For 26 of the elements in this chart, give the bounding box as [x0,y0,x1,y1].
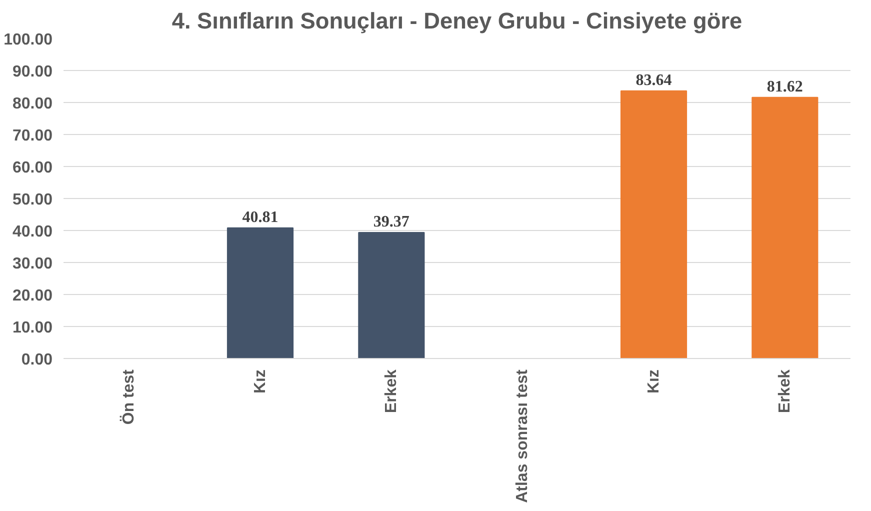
x-tick-label: Kız [645,370,662,394]
data-label: 83.64 [636,72,672,89]
y-tick-label: 40.00 [12,224,53,240]
x-tick-label: Erkek [382,369,400,414]
x-tick-label: Ön test [120,368,138,425]
y-tick-label: 70.00 [12,128,53,144]
x-tick-label: Kız [252,370,269,394]
data-label: 39.37 [373,214,410,231]
bar [358,232,425,358]
y-tick-label: 10.00 [12,320,53,336]
y-tick-label: 100.00 [4,32,53,48]
bar [620,90,688,358]
x-tick-label: Erkek [776,369,794,414]
y-tick-label: 90.00 [12,64,53,80]
y-tick-label: 80.00 [12,96,53,112]
bar [226,227,294,358]
y-tick-label: 30.00 [12,256,53,272]
y-tick-label: 0.00 [21,352,53,368]
y-tick-label: 20.00 [12,288,53,304]
y-tick-label: 50.00 [12,192,53,208]
bar [752,96,818,358]
x-tick-label: Atlas sonrası test [514,368,532,503]
data-label: 40.81 [242,208,278,226]
chart-title: 4. Sınıfların Sonuçları - Deney Grubu - Cinsiyete göre [172,8,742,34]
y-tick-label: 60.00 [12,160,53,176]
data-label: 81.62 [766,78,803,96]
